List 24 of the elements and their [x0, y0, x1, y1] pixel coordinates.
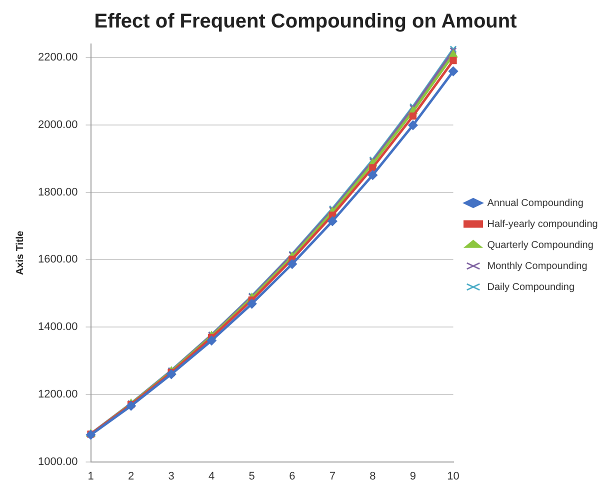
x-tick-label: 3 — [168, 470, 174, 482]
chart-title: Effect of Frequent Compounding on Amount — [94, 10, 518, 33]
y-tick-label: 2200.00 — [38, 52, 78, 64]
x-tick-label: 1 — [88, 470, 94, 482]
legend-label: Annual Compounding — [487, 198, 584, 209]
x-tick-label: 5 — [248, 470, 255, 482]
y-tick-label: 1400.00 — [38, 321, 78, 334]
legend-label: Monthly Compounding — [487, 260, 588, 272]
x-tick-label: 6 — [289, 470, 296, 482]
x-tick-label: 10 — [447, 470, 460, 482]
y-tick-label: 1000.00 — [38, 456, 78, 468]
y-tick-label: 1600.00 — [38, 254, 78, 266]
legend-label: Quarterly Compounding — [487, 240, 594, 251]
x-tick-label: 4 — [208, 470, 215, 482]
y-axis-title: Axis Title — [14, 230, 26, 276]
y-tick-label: 2000.00 — [38, 118, 78, 131]
y-tick-label: 1200.00 — [38, 388, 78, 400]
y-tick-label: 1800.00 — [38, 186, 78, 198]
x-tick-label: 7 — [329, 470, 336, 482]
x-tick-label: 9 — [410, 470, 416, 482]
legend-label: Daily Compounding — [487, 282, 575, 293]
x-tick-label: 8 — [370, 470, 376, 482]
legend-label: Half-yearly compounding — [487, 218, 598, 230]
x-tick-label: 2 — [128, 470, 134, 482]
